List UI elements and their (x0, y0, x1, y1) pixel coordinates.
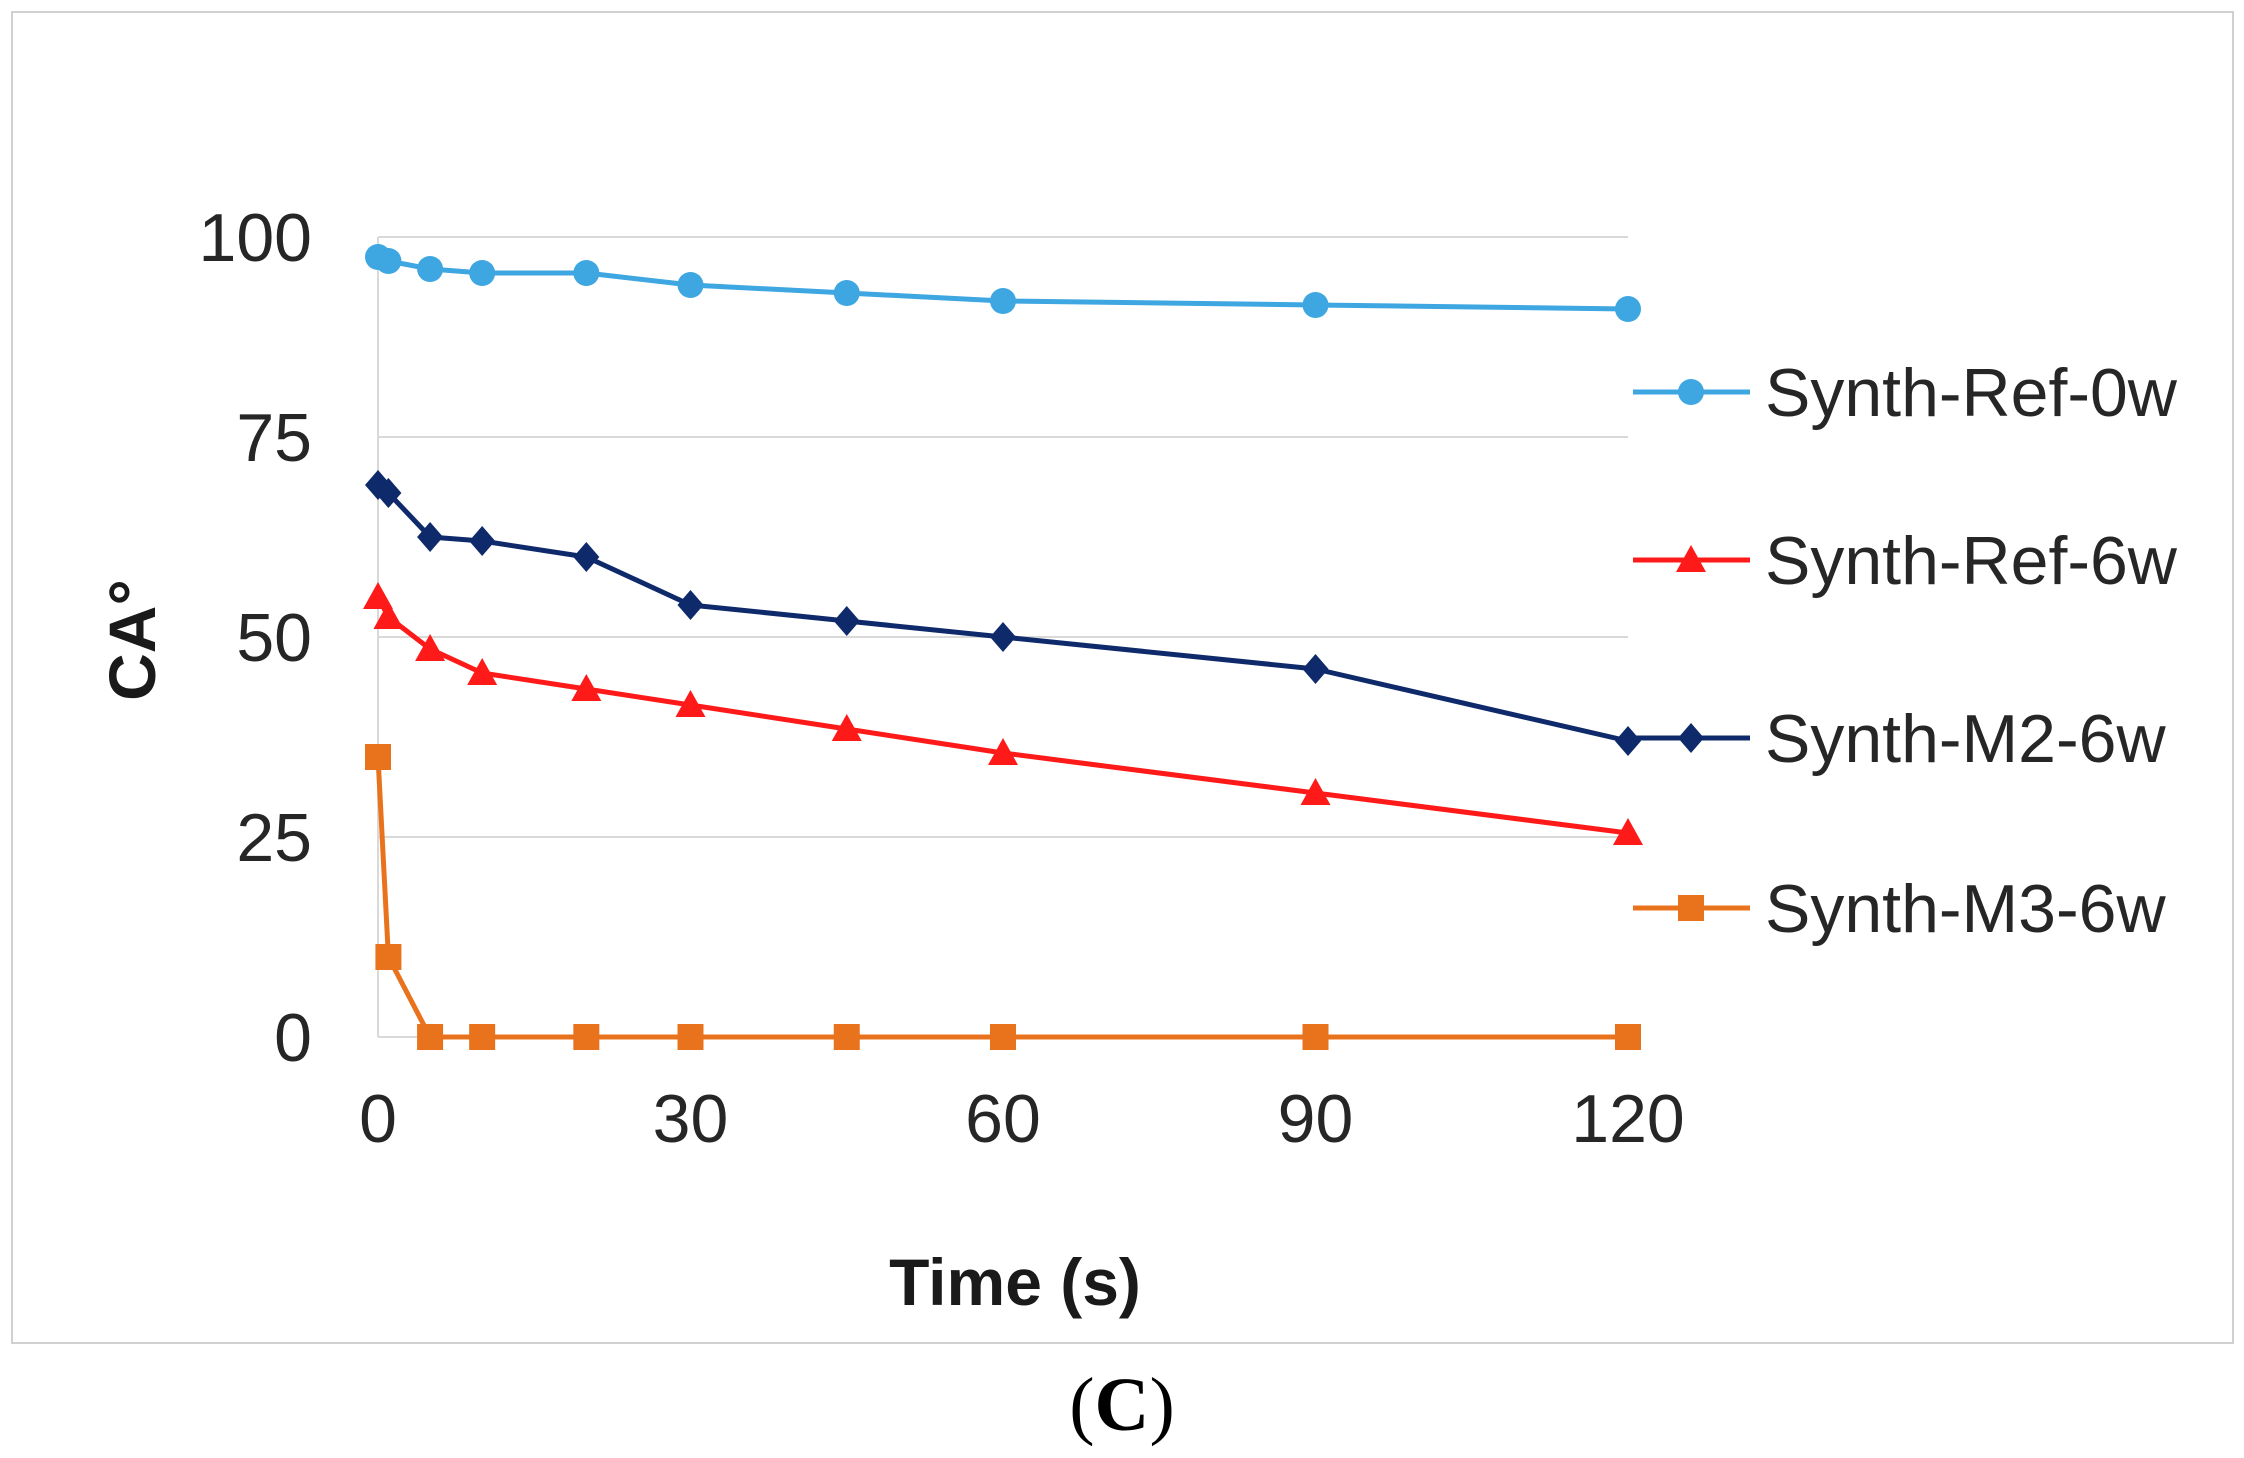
y-axis-title: CA° (95, 579, 169, 701)
data-point (375, 478, 402, 508)
legend-marker (1678, 723, 1704, 753)
series-line (376, 483, 1629, 744)
y-tick-label: 25 (236, 800, 312, 876)
panel-label: (C) (0, 1362, 2244, 1449)
series-layer (363, 244, 1643, 1050)
data-point (375, 944, 402, 970)
data-point (833, 1024, 860, 1050)
data-point (677, 1024, 704, 1050)
data-point (1302, 654, 1329, 684)
data-point (573, 260, 600, 286)
data-point (415, 634, 446, 661)
x-tick-label: 0 (359, 1081, 397, 1157)
data-point (363, 582, 393, 609)
series-synth-ref-0w (365, 244, 1641, 322)
x-axis-title: Time (s) (889, 1245, 1141, 1319)
data-point (1302, 292, 1329, 318)
data-point (1615, 296, 1641, 322)
data-point (990, 622, 1016, 652)
data-point (469, 526, 496, 556)
legend-item: Synth-M3-6w (1633, 871, 2166, 947)
data-point (417, 522, 444, 552)
axes: 0 25 50 75 100 0 30 60 90 120 (199, 200, 1685, 1157)
x-tick-label: 60 (965, 1081, 1041, 1157)
x-tick-label: 90 (1278, 1081, 1354, 1157)
legend-item: Synth-Ref-0w (1633, 355, 2178, 431)
data-point (1615, 1024, 1641, 1050)
data-point (571, 674, 602, 701)
data-point (833, 606, 860, 636)
data-point (375, 248, 402, 274)
data-point (365, 744, 391, 770)
y-tick-label: 75 (236, 400, 312, 476)
series-synth-ref-6w (363, 582, 1643, 845)
data-point (988, 738, 1018, 765)
series-line (375, 756, 1628, 1040)
legend: Synth-Ref-0w Synth-Ref-6w Synth-M2-6w Synth… (1633, 355, 2178, 947)
data-point (1300, 778, 1331, 805)
data-point (990, 1024, 1016, 1050)
series-synth-m3-6w (365, 744, 1641, 1050)
series-synth-m2-6w (365, 470, 1641, 756)
panel-label-letter: C (1094, 1363, 1150, 1447)
legend-marker (1678, 379, 1704, 405)
legend-item: Synth-M2-6w (1633, 701, 2166, 777)
data-point (990, 288, 1016, 314)
panel-label-close: ) (1149, 1363, 1175, 1447)
legend-marker (1678, 895, 1704, 921)
data-point (469, 260, 496, 286)
panel-label-open: ( (1069, 1363, 1095, 1447)
y-tick-label: 0 (274, 1000, 312, 1076)
legend-label: Synth-Ref-0w (1765, 355, 2178, 431)
chart-frame (11, 11, 2234, 1344)
x-tick-label: 120 (1571, 1081, 1684, 1157)
series-line (377, 254, 1629, 312)
data-point (573, 542, 600, 572)
y-tick-label: 100 (199, 200, 312, 276)
data-point (417, 256, 444, 282)
data-point (831, 714, 862, 741)
data-point (417, 1024, 444, 1050)
data-point (469, 1024, 496, 1050)
data-point (1302, 1024, 1329, 1050)
data-point (467, 658, 498, 685)
data-point (677, 272, 704, 298)
data-point (833, 280, 860, 306)
legend-item: Synth-Ref-6w (1633, 523, 2178, 599)
legend-label: Synth-Ref-6w (1765, 523, 2178, 599)
data-point (675, 690, 706, 717)
data-point (1615, 726, 1641, 756)
y-tick-label: 50 (236, 600, 312, 676)
data-point (573, 1024, 600, 1050)
data-point (373, 602, 404, 629)
legend-label: Synth-M2-6w (1765, 701, 2166, 777)
x-tick-label: 30 (653, 1081, 729, 1157)
legend-marker (1676, 545, 1706, 572)
data-point (1613, 818, 1643, 845)
data-point (677, 590, 704, 620)
legend-label: Synth-M3-6w (1765, 871, 2166, 947)
series-line (375, 595, 1629, 836)
